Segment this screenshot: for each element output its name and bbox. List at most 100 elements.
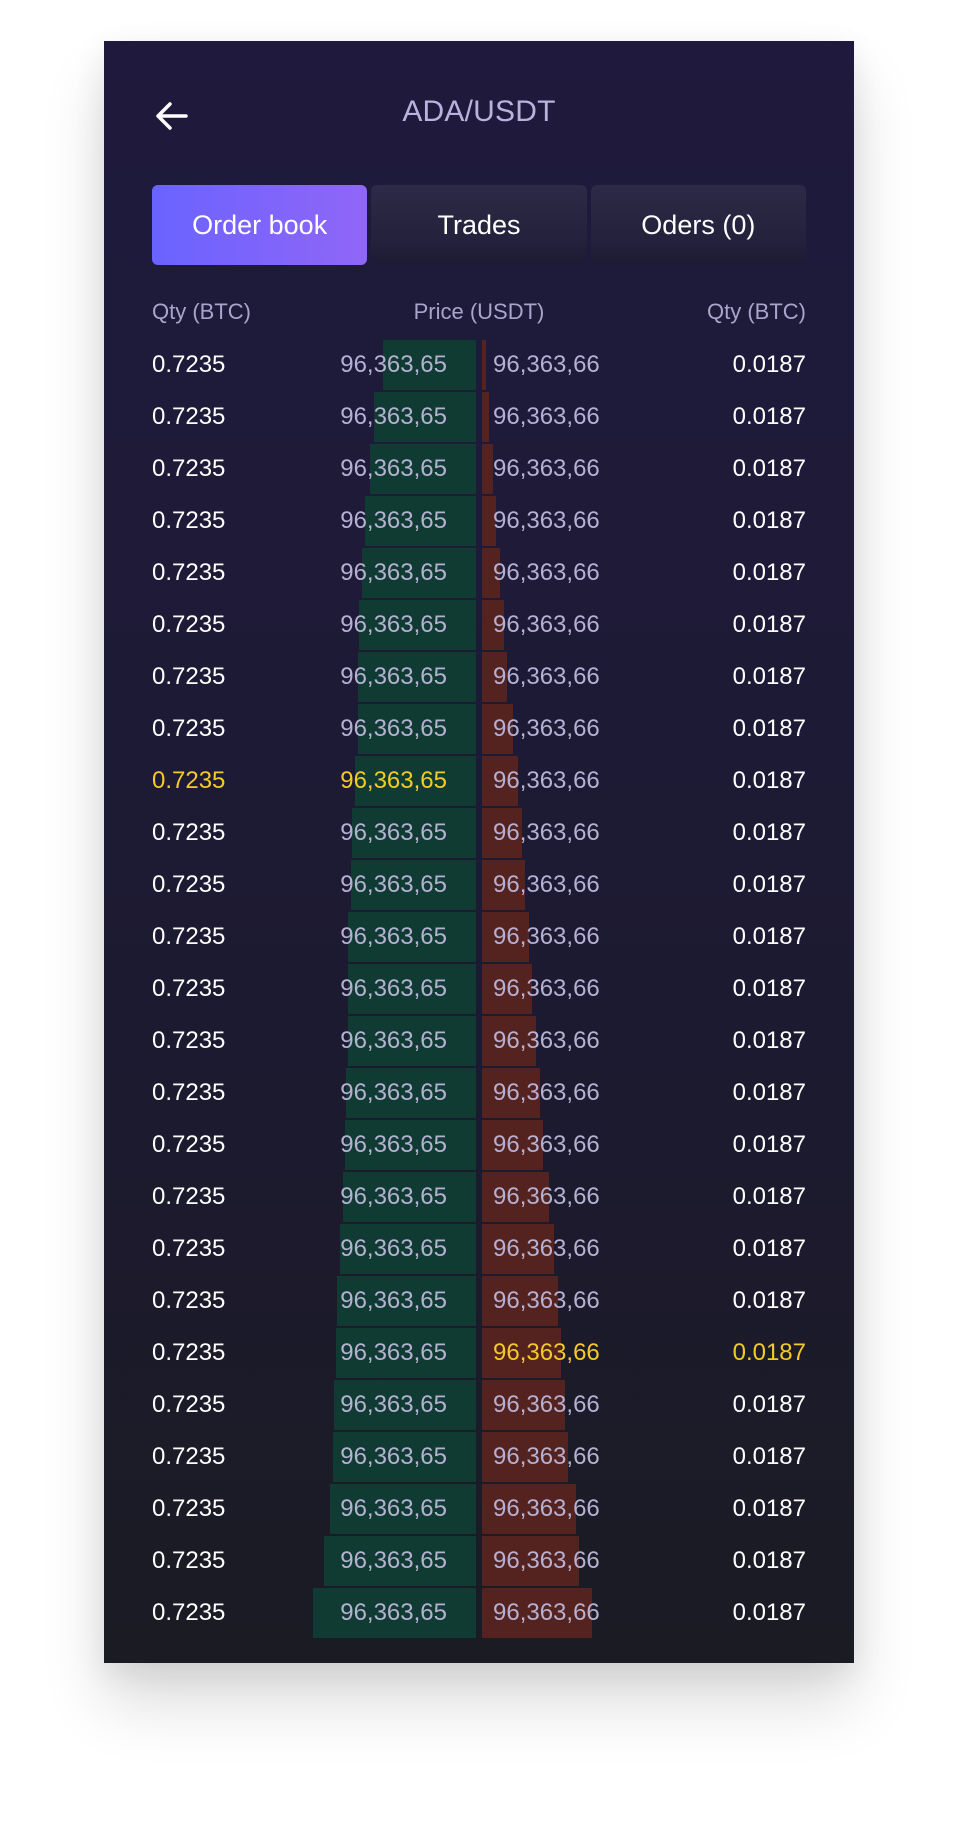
bid-depth-bar [362,548,476,598]
bid-qty: 0.7235 [152,1235,226,1262]
order-book-row[interactable]: 0.7235 96,363,65 96,363,66 0.0187 [152,807,806,859]
column-header-price: Price (USDT) [413,299,545,324]
bid-price: 96,363,65 [340,351,447,378]
bid-depth-bar [348,964,476,1014]
order-book-row[interactable]: 0.7235 96,363,65 96,363,66 0.0187 [152,911,806,963]
ask-depth-bar [482,1172,549,1222]
ask-qty: 0.0187 [732,1287,806,1314]
ask-qty: 0.0187 [732,663,806,690]
ask-price: 96,363,66 [493,1183,600,1210]
bid-qty: 0.7235 [152,1131,226,1158]
order-book-row[interactable]: 0.7235 96,363,65 96,363,66 0.0187 [152,755,806,807]
order-book-row[interactable]: 0.7235 96,363,65 96,363,66 0.0187 [152,651,806,703]
bid-depth-bar [365,496,476,546]
order-book-row[interactable]: 0.7235 96,363,65 96,363,66 0.0187 [152,1119,806,1171]
ask-qty: 0.0187 [732,1391,806,1418]
ask-price: 96,363,66 [493,1027,600,1054]
order-book-row[interactable]: 0.7235 96,363,65 96,363,66 0.0187 [152,1275,806,1327]
order-book-row[interactable]: 0.7235 96,363,65 96,363,66 0.0187 [152,391,806,443]
order-book-row[interactable]: 0.7235 96,363,65 96,363,66 0.0187 [152,547,806,599]
ask-qty: 0.0187 [732,923,806,950]
ask-price: 96,363,66 [493,403,600,430]
tab-order-book[interactable]: Order book [152,185,368,265]
order-book-row[interactable]: 0.7235 96,363,65 96,363,66 0.0187 [152,495,806,547]
ask-price: 96,363,66 [493,715,600,742]
bid-price: 96,363,65 [340,559,447,586]
bid-qty: 0.7235 [152,559,226,586]
ask-depth-bar [482,652,507,702]
column-headers: Qty (BTC) Price (USDT) Qty (BTC) [152,299,806,339]
ask-qty: 0.0187 [732,1443,806,1470]
bid-price: 96,363,65 [340,455,447,482]
ask-price: 96,363,66 [493,351,600,378]
bid-qty: 0.7235 [152,1287,226,1314]
bid-price: 96,363,65 [340,1183,447,1210]
order-book-row[interactable]: 0.7235 96,363,65 96,363,66 0.0187 [152,1171,806,1223]
ask-qty: 0.0187 [732,1547,806,1574]
ask-depth-bar [482,756,518,806]
bid-depth-bar [374,392,476,442]
order-book-row[interactable]: 0.7235 96,363,65 96,363,66 0.0187 [152,339,806,391]
order-book-row[interactable]: 0.7235 96,363,65 96,363,66 0.0187 [152,1535,806,1587]
bid-depth-bar [333,1432,476,1482]
bid-price: 96,363,65 [340,715,447,742]
ask-depth-bar [482,496,496,546]
bid-depth-bar [358,652,476,702]
order-book-row[interactable]: 0.7235 96,363,65 96,363,66 0.0187 [152,1223,806,1275]
bid-price: 96,363,65 [340,1547,447,1574]
order-book-row[interactable]: 0.7235 96,363,65 96,363,66 0.0187 [152,1067,806,1119]
bid-qty: 0.7235 [152,871,226,898]
ask-qty: 0.0187 [732,1235,806,1262]
bid-price: 96,363,65 [340,1287,447,1314]
order-book-row[interactable]: 0.7235 96,363,65 96,363,66 0.0187 [152,1327,806,1379]
order-book-row[interactable]: 0.7235 96,363,65 96,363,66 0.0187 [152,1587,806,1639]
ask-price: 96,363,66 [493,1079,600,1106]
order-book-row[interactable]: 0.7235 96,363,65 96,363,66 0.0187 [152,443,806,495]
ask-depth-bar [482,860,525,910]
order-book-row[interactable]: 0.7235 96,363,65 96,363,66 0.0187 [152,1015,806,1067]
ask-depth-bar [482,340,486,390]
ask-price: 96,363,66 [493,1391,600,1418]
bid-price: 96,363,65 [340,1027,447,1054]
ask-price: 96,363,66 [493,663,600,690]
ask-depth-bar [482,1380,565,1430]
order-book-row[interactable]: 0.7235 96,363,65 96,363,66 0.0187 [152,859,806,911]
tab-orders[interactable]: Oders (0) [590,185,806,265]
bid-price: 96,363,65 [340,871,447,898]
ask-qty: 0.0187 [732,403,806,430]
order-book-row[interactable]: 0.7235 96,363,65 96,363,66 0.0187 [152,703,806,755]
bid-qty: 0.7235 [152,1547,226,1574]
bid-depth-bar [343,1172,476,1222]
bid-price: 96,363,65 [340,1339,447,1366]
bid-price: 96,363,65 [340,1443,447,1470]
bid-depth-bar [324,1536,476,1586]
bid-depth-bar [313,1588,476,1638]
bid-price: 96,363,65 [340,767,447,794]
ask-price: 96,363,66 [493,1339,600,1366]
arrow-left-icon[interactable] [152,96,192,136]
ask-price: 96,363,66 [493,1599,600,1626]
ask-depth-bar [482,1224,554,1274]
ask-qty: 0.0187 [732,507,806,534]
bid-depth-bar [348,1016,476,1066]
order-book-row[interactable]: 0.7235 96,363,65 96,363,66 0.0187 [152,963,806,1015]
bid-price: 96,363,65 [340,1495,447,1522]
ask-depth-bar [482,808,522,858]
order-book-row[interactable]: 0.7235 96,363,65 96,363,66 0.0187 [152,1483,806,1535]
order-book-row[interactable]: 0.7235 96,363,65 96,363,66 0.0187 [152,1431,806,1483]
ask-qty: 0.0187 [732,1599,806,1626]
ask-price: 96,363,66 [493,975,600,1002]
ask-qty: 0.0187 [732,1131,806,1158]
ask-depth-bar [482,912,529,962]
order-book-row[interactable]: 0.7235 96,363,65 96,363,66 0.0187 [152,599,806,651]
bid-qty: 0.7235 [152,1599,226,1626]
order-book-row[interactable]: 0.7235 96,363,65 96,363,66 0.0187 [152,1379,806,1431]
bid-qty: 0.7235 [152,767,226,794]
bid-qty: 0.7235 [152,923,226,950]
ask-qty: 0.0187 [732,767,806,794]
bid-qty: 0.7235 [152,975,226,1002]
bid-depth-bar [336,1328,476,1378]
bid-price: 96,363,65 [340,1599,447,1626]
ask-depth-bar [482,1068,540,1118]
tab-trades[interactable]: Trades [371,185,587,265]
